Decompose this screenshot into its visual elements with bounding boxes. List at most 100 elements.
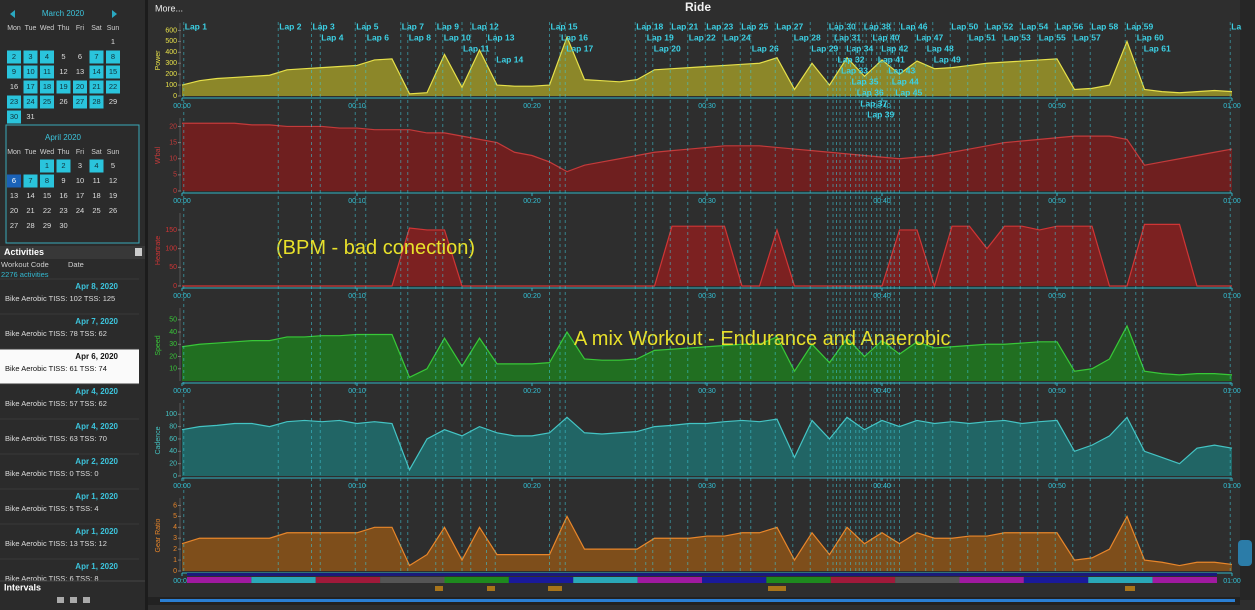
day-number[interactable]: 4 — [94, 161, 98, 170]
day-number[interactable]: 19 — [59, 82, 67, 91]
day-number[interactable]: 30 — [59, 221, 67, 230]
lap-label[interactable]: Lap 9 — [437, 21, 459, 31]
lap-label[interactable]: Lap 32 — [838, 54, 865, 64]
lap-label[interactable]: Lap 24 — [724, 32, 751, 42]
day-number[interactable]: 25 — [43, 97, 51, 106]
scrollbar[interactable] — [1240, 0, 1255, 600]
lap-label[interactable]: Lap 10 — [444, 32, 471, 42]
day-cell[interactable] — [89, 65, 104, 79]
lap-label[interactable]: Lap 12 — [472, 21, 499, 31]
lap-label[interactable]: Lap 54 — [1021, 21, 1048, 31]
day-number[interactable]: 16 — [10, 82, 18, 91]
day-number[interactable]: 16 — [59, 191, 67, 200]
lap-label[interactable]: Lap 17 — [566, 43, 593, 53]
prev-month[interactable] — [10, 10, 15, 18]
day-cell[interactable] — [40, 65, 54, 79]
day-number[interactable]: 28 — [92, 97, 100, 106]
day-number[interactable]: 17 — [26, 82, 34, 91]
lap-label[interactable]: Lap 29 — [811, 43, 838, 53]
activity-date[interactable]: Apr 1, 2020 — [75, 527, 118, 536]
lap-label[interactable]: Lap 4 — [321, 32, 343, 42]
day-cell[interactable] — [7, 50, 21, 64]
lap-label[interactable]: Lap 50 — [951, 21, 978, 31]
day-cell[interactable] — [106, 50, 120, 64]
activity-summary[interactable]: Bike Aerobic TISS: 102 TSS: 125 — [5, 294, 115, 303]
lap-label[interactable]: Lap 34 — [846, 43, 873, 53]
activities-menu[interactable] — [135, 248, 142, 256]
lap-label[interactable]: Lap 3 — [313, 21, 335, 31]
day-number[interactable]: 1 — [45, 161, 49, 170]
lap-label[interactable]: Lap 44 — [892, 76, 919, 86]
day-number[interactable]: 9 — [61, 176, 65, 185]
lap-label[interactable]: Lap 13 — [488, 32, 515, 42]
day-cell[interactable] — [40, 50, 54, 64]
activity-summary[interactable]: Bike Aerobic TISS: 0 TSS: 0 — [5, 469, 99, 478]
day-number[interactable]: 4 — [45, 52, 49, 61]
day-number[interactable]: 26 — [59, 97, 67, 106]
day-number[interactable]: 18 — [92, 191, 100, 200]
activity-date[interactable]: Apr 2, 2020 — [75, 457, 118, 466]
lap-label[interactable]: La — [1231, 21, 1241, 31]
activity-summary[interactable]: Bike Aerobic TISS: 13 TSS: 12 — [5, 539, 107, 548]
activity-summary[interactable]: Bike Aerobic TISS: 78 TSS: 62 — [5, 329, 107, 338]
day-cell[interactable] — [7, 110, 21, 124]
day-cell[interactable] — [40, 95, 54, 109]
day-number[interactable]: 14 — [26, 191, 34, 200]
day-number[interactable]: 9 — [12, 67, 16, 76]
lap-label[interactable]: Lap 19 — [647, 32, 674, 42]
day-number[interactable]: 27 — [76, 97, 84, 106]
lap-label[interactable]: Lap 25 — [741, 21, 768, 31]
day-number[interactable]: 21 — [26, 206, 34, 215]
day-cell[interactable] — [73, 95, 87, 109]
lap-label[interactable]: Lap 51 — [969, 32, 996, 42]
lap-label[interactable]: Lap 1 — [185, 21, 207, 31]
day-number[interactable]: 3 — [78, 161, 82, 170]
day-number[interactable]: 15 — [109, 67, 117, 76]
lap-label[interactable]: Lap 5 — [356, 21, 378, 31]
lap-label[interactable]: Lap 56 — [1056, 21, 1083, 31]
day-number[interactable]: 8 — [45, 176, 49, 185]
day-cell[interactable] — [56, 159, 71, 173]
lap-label[interactable]: Lap 6 — [367, 32, 389, 42]
more-button[interactable]: More... — [155, 3, 183, 13]
intervals-icon-2[interactable] — [83, 597, 90, 603]
lap-label[interactable]: Lap 20 — [654, 43, 681, 53]
day-number[interactable]: 22 — [43, 206, 51, 215]
day-number[interactable]: 7 — [94, 52, 98, 61]
day-number[interactable]: 27 — [10, 221, 18, 230]
day-number[interactable]: 14 — [92, 67, 100, 76]
lap-label[interactable]: Lap 49 — [934, 54, 961, 64]
day-number[interactable]: 23 — [10, 97, 18, 106]
day-number[interactable]: 12 — [109, 176, 117, 185]
day-number[interactable]: 23 — [59, 206, 67, 215]
lap-label[interactable]: Lap 59 — [1126, 21, 1153, 31]
day-cell[interactable] — [23, 50, 38, 64]
lap-label[interactable]: Lap 14 — [496, 54, 523, 64]
day-number[interactable]: 13 — [76, 67, 84, 76]
lap-label[interactable]: Lap 47 — [916, 32, 943, 42]
day-cell[interactable] — [106, 80, 120, 94]
lap-label[interactable]: Lap 2 — [279, 21, 301, 31]
day-number[interactable]: 30 — [10, 112, 18, 121]
lap-label[interactable]: Lap 21 — [671, 21, 698, 31]
lap-label[interactable]: Lap 26 — [752, 43, 779, 53]
day-number[interactable]: 11 — [43, 67, 51, 76]
lap-label[interactable]: Lap 48 — [927, 43, 954, 53]
day-number[interactable]: 25 — [92, 206, 100, 215]
day-number[interactable]: 29 — [109, 97, 117, 106]
day-number[interactable]: 7 — [28, 176, 32, 185]
activity-date[interactable]: Apr 6, 2020 — [75, 352, 118, 361]
day-number[interactable]: 8 — [111, 52, 115, 61]
lap-label[interactable]: Lap 38 — [864, 21, 891, 31]
day-number[interactable]: 6 — [12, 176, 16, 185]
day-number[interactable]: 18 — [43, 82, 51, 91]
day-cell[interactable] — [56, 80, 71, 94]
day-cell[interactable] — [40, 159, 54, 173]
day-cell[interactable] — [7, 174, 21, 188]
lap-label[interactable]: Lap 35 — [852, 76, 879, 86]
day-number[interactable]: 5 — [111, 161, 115, 170]
lap-label[interactable]: Lap 15 — [551, 21, 578, 31]
activity-summary[interactable]: Bike Aerobic TISS: 61 TSS: 74 — [5, 364, 107, 373]
column-header[interactable]: Workout Code — [1, 260, 49, 269]
day-number[interactable]: 11 — [93, 176, 101, 185]
